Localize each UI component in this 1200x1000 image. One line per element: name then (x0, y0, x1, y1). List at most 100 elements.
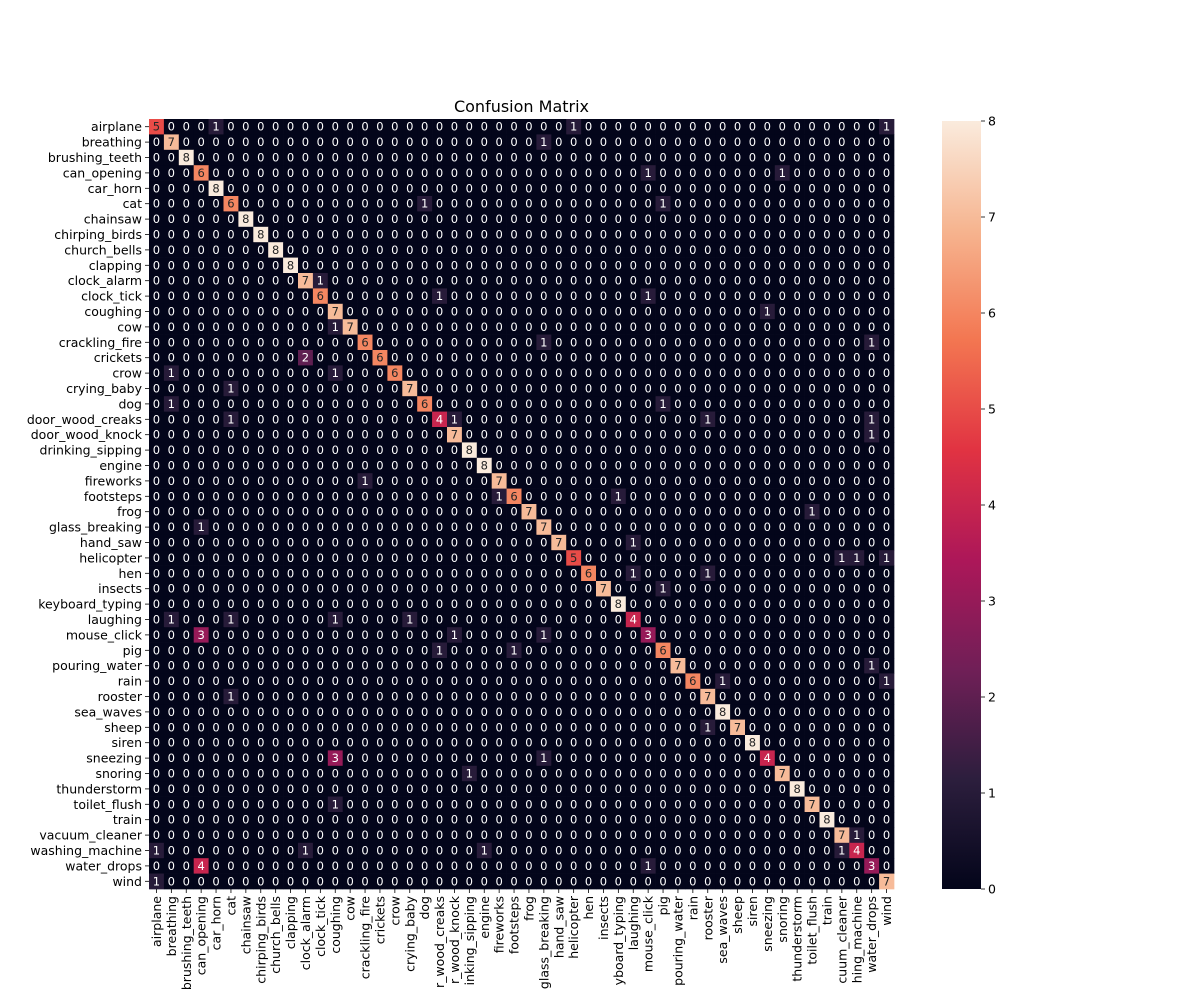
heatmap-cell-value: 0 (540, 289, 547, 303)
heatmap-cell-value: 0 (302, 566, 309, 580)
heatmap-cell-value: 0 (585, 335, 592, 349)
heatmap-cell-value: 0 (615, 643, 622, 657)
heatmap-cell-value: 0 (808, 520, 815, 534)
heatmap-cell-value: 0 (764, 181, 771, 195)
heatmap-cell (417, 119, 433, 135)
heatmap-cell-value: 0 (659, 597, 666, 611)
heatmap-cell-value: 0 (242, 536, 249, 550)
heatmap-cell-value: 0 (346, 258, 353, 272)
heatmap-cell (581, 149, 597, 166)
heatmap-cell (715, 165, 731, 181)
heatmap-cell-value: 0 (302, 397, 309, 411)
heatmap-cell-value: 0 (853, 151, 860, 165)
heatmap-cell-value: 0 (466, 566, 473, 580)
heatmap-cell-value: 0 (302, 166, 309, 180)
heatmap-cell-value: 0 (212, 412, 219, 426)
heatmap-cell (819, 149, 835, 166)
heatmap-cell-value: 0 (495, 228, 502, 242)
heatmap-cell-value: 0 (183, 813, 190, 827)
heatmap-cell-value: 0 (659, 797, 666, 811)
heatmap-cell-value: 0 (734, 382, 741, 396)
heatmap-cell-value: 0 (838, 382, 845, 396)
heatmap-cell-value: 0 (376, 274, 383, 288)
heatmap-cell-value: 0 (257, 305, 264, 319)
heatmap-cell-value: 0 (302, 859, 309, 873)
heatmap-cell-value: 0 (495, 597, 502, 611)
heatmap-cell-value: 0 (793, 874, 800, 888)
heatmap-cell-value: 0 (332, 520, 339, 534)
heatmap-cell (268, 149, 284, 166)
heatmap-cell-value: 0 (630, 844, 637, 858)
heatmap-cell-value: 0 (197, 566, 204, 580)
heatmap-cell-value: 0 (659, 720, 666, 734)
heatmap-cell (521, 134, 537, 151)
heatmap-cell-value: 0 (302, 181, 309, 195)
heatmap-cell-value: 0 (630, 782, 637, 796)
heatmap-cell (208, 119, 224, 135)
heatmap-cell-value: 0 (361, 120, 368, 134)
heatmap-cell-value: 0 (510, 566, 517, 580)
heatmap-cell-value: 0 (674, 335, 681, 349)
heatmap-cell-value: 0 (570, 582, 577, 596)
heatmap-cell-value: 0 (808, 813, 815, 827)
heatmap-cell-value: 0 (510, 536, 517, 550)
heatmap-cell-value: 0 (257, 151, 264, 165)
heatmap-cell-value: 0 (659, 505, 666, 519)
heatmap-cell-value: 0 (212, 520, 219, 534)
heatmap-cell-value: 0 (600, 566, 607, 580)
heatmap-cell-value: 0 (466, 520, 473, 534)
heatmap-cell-value: 0 (361, 489, 368, 503)
heatmap-cell-value: 0 (436, 151, 443, 165)
heatmap-cell-value: 0 (808, 628, 815, 642)
heatmap-cell-value: 0 (197, 443, 204, 457)
heatmap-cell-value: 0 (823, 520, 830, 534)
heatmap-cell-value: 0 (585, 351, 592, 365)
heatmap-cell-value: 0 (808, 736, 815, 750)
heatmap-cell-value: 0 (674, 844, 681, 858)
heatmap-cell-value: 0 (406, 597, 413, 611)
heatmap-cell-value: 0 (466, 320, 473, 334)
heatmap-cell-value: 0 (406, 659, 413, 673)
heatmap-cell-value: 0 (272, 705, 279, 719)
heatmap-cell-value: 0 (168, 767, 175, 781)
heatmap-cell-value: 0 (600, 320, 607, 334)
heatmap-cell-value: 0 (287, 305, 294, 319)
heatmap-cell-value: 0 (242, 767, 249, 781)
heatmap-cell-value: 0 (600, 274, 607, 288)
heatmap-cell-value: 0 (451, 151, 458, 165)
heatmap-cell-value: 0 (406, 874, 413, 888)
heatmap-cell-value: 0 (510, 151, 517, 165)
heatmap-cell-value: 8 (272, 243, 279, 257)
heatmap-cell-value: 0 (674, 397, 681, 411)
heatmap-cell-value: 0 (287, 366, 294, 380)
heatmap-cell-value: 0 (540, 566, 547, 580)
heatmap-cell-value: 0 (689, 874, 696, 888)
heatmap-cell-value: 0 (153, 628, 160, 642)
heatmap-cell-value: 0 (153, 551, 160, 565)
heatmap-cell (327, 134, 344, 151)
heatmap-cell-value: 0 (719, 274, 726, 288)
heatmap-cell-value: 0 (332, 674, 339, 688)
heatmap-cell-value: 0 (704, 366, 711, 380)
heatmap-cell-value: 0 (332, 536, 339, 550)
heatmap-cell-value: 0 (332, 782, 339, 796)
heatmap-cell-value: 0 (749, 767, 756, 781)
heatmap-cell-value: 0 (376, 228, 383, 242)
heatmap-cell-value: 0 (227, 305, 234, 319)
heatmap-cell-value: 0 (823, 135, 830, 149)
heatmap-cell-value: 0 (227, 751, 234, 765)
heatmap-cell-value: 0 (302, 428, 309, 442)
heatmap-cell (730, 165, 746, 181)
heatmap-cell-value: 0 (391, 767, 398, 781)
heatmap-cell-value: 0 (555, 397, 562, 411)
heatmap-cell-value: 0 (361, 767, 368, 781)
heatmap-cell-value: 0 (302, 320, 309, 334)
heatmap-cell-value: 0 (421, 536, 428, 550)
heatmap-cell-value: 0 (868, 197, 875, 211)
heatmap-cell-value: 0 (317, 720, 324, 734)
heatmap-cell-value: 0 (719, 459, 726, 473)
heatmap-cell-value: 0 (346, 813, 353, 827)
heatmap-cell-value: 0 (659, 120, 666, 134)
heatmap-cell-value: 0 (212, 613, 219, 627)
heatmap-cell-value: 0 (346, 181, 353, 195)
